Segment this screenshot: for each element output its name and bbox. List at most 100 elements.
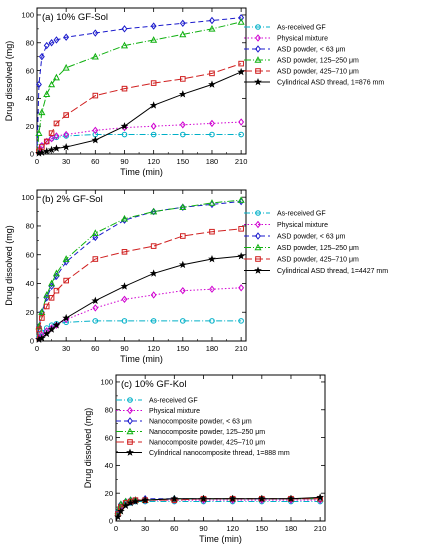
y-tick-label: 20 bbox=[26, 122, 34, 131]
data-point bbox=[150, 122, 157, 130]
data-point bbox=[150, 80, 157, 86]
data-point bbox=[48, 130, 55, 136]
series-4 bbox=[35, 196, 245, 342]
data-point bbox=[131, 497, 140, 505]
legend-entry-4: Nanocomposite powder, 125–250 μm bbox=[116, 427, 265, 436]
y-tick-label: 20 bbox=[105, 489, 113, 498]
data-point bbox=[39, 315, 45, 321]
legend-entry-6: Cylindrical ASD thread, 1=876 mm bbox=[244, 77, 384, 87]
legend-marker bbox=[127, 417, 133, 425]
data-point bbox=[178, 90, 187, 98]
data-point bbox=[36, 80, 42, 89]
data-point bbox=[150, 131, 157, 138]
data-point bbox=[126, 498, 135, 507]
x-tick-label: 180 bbox=[206, 157, 219, 166]
data-point bbox=[38, 108, 46, 116]
y-tick-label: 0 bbox=[109, 517, 113, 526]
x-tick-label: 180 bbox=[285, 524, 298, 533]
data-point bbox=[53, 132, 60, 140]
legend-label: ASD powder, 425–710 μm bbox=[277, 69, 359, 76]
y-tick-label: 60 bbox=[26, 250, 34, 259]
x-tick-label: 90 bbox=[120, 344, 128, 353]
data-point bbox=[238, 284, 245, 292]
legend-entry-4: ASD powder, 125–250 μm bbox=[244, 243, 359, 252]
legend-label: Physical mixture bbox=[277, 36, 328, 43]
legend-marker bbox=[255, 210, 261, 216]
x-tick-label: 150 bbox=[256, 524, 269, 533]
x-tick-label: 0 bbox=[35, 344, 39, 353]
legend-marker bbox=[254, 266, 262, 274]
data-point bbox=[150, 207, 158, 215]
data-point bbox=[180, 76, 186, 82]
data-point bbox=[62, 255, 70, 262]
legend-marker bbox=[254, 77, 262, 86]
series-5 bbox=[36, 226, 244, 342]
data-point bbox=[149, 269, 158, 277]
data-point bbox=[63, 277, 69, 284]
data-point bbox=[141, 496, 150, 504]
legend-entry-1: As-received GF bbox=[244, 24, 326, 32]
series-line bbox=[36, 121, 242, 155]
data-point bbox=[53, 120, 60, 127]
data-point bbox=[42, 329, 51, 338]
series-6 bbox=[35, 252, 245, 343]
legend-label: ASD powder, < 63 μm bbox=[277, 234, 346, 241]
data-point bbox=[62, 313, 71, 322]
legend-entry-2: Physical mixture bbox=[116, 406, 200, 415]
legend-entry-1: As-received GF bbox=[116, 397, 198, 405]
legend-label: Physical mixture bbox=[277, 222, 328, 229]
data-point bbox=[179, 203, 187, 211]
panel-title: (b) 2% GF-Sol bbox=[42, 194, 103, 205]
y-tick-label: 60 bbox=[26, 66, 34, 75]
data-point bbox=[209, 285, 215, 293]
data-point bbox=[238, 118, 245, 126]
y-tick-label: 40 bbox=[105, 461, 113, 470]
data-point bbox=[52, 321, 61, 329]
y-tick-label: 80 bbox=[26, 222, 34, 231]
legend-label: ASD powder, < 63 μm bbox=[277, 47, 346, 54]
x-axis-title: Time (min) bbox=[120, 354, 163, 364]
data-point bbox=[121, 318, 128, 324]
data-point bbox=[48, 295, 55, 301]
data-point bbox=[92, 29, 99, 37]
legend-marker bbox=[127, 406, 133, 415]
legend-label: Cylindrical nanocomposite thread, 1=888 … bbox=[149, 450, 290, 457]
data-point bbox=[178, 260, 187, 269]
y-axis-title: Drug dissolved (mg) bbox=[4, 225, 14, 306]
data-point bbox=[53, 287, 60, 294]
x-tick-label: 120 bbox=[147, 157, 160, 166]
legend-marker bbox=[254, 243, 262, 251]
legend-marker bbox=[126, 427, 134, 435]
series-4 bbox=[35, 18, 245, 155]
data-point bbox=[92, 126, 99, 135]
data-point bbox=[121, 25, 128, 33]
data-point bbox=[179, 286, 186, 295]
data-point bbox=[209, 318, 215, 324]
data-point bbox=[62, 142, 71, 151]
legend-entry-2: Physical mixture bbox=[244, 34, 328, 43]
data-point bbox=[199, 494, 208, 503]
y-tick-label: 0 bbox=[30, 150, 34, 159]
data-point bbox=[237, 18, 245, 25]
x-tick-label: 30 bbox=[62, 344, 70, 353]
legend-marker bbox=[127, 439, 133, 445]
data-point bbox=[237, 196, 245, 203]
data-point bbox=[179, 30, 187, 38]
data-point bbox=[179, 19, 186, 27]
data-point bbox=[228, 494, 237, 503]
legend-entry-5: ASD powder, 425–710 μm bbox=[244, 68, 359, 76]
data-point bbox=[92, 233, 99, 242]
data-point bbox=[238, 318, 244, 324]
x-tick-label: 0 bbox=[35, 157, 39, 166]
data-point bbox=[117, 507, 125, 515]
x-tick-label: 60 bbox=[91, 157, 99, 166]
data-point bbox=[53, 36, 60, 44]
data-point bbox=[35, 129, 43, 136]
legend-label: Nanocomposite powder, 125–250 μm bbox=[149, 429, 265, 436]
chart-panel-1: 0 30 60 90 120 150 180 210 0 20 40 60 80 100 Time (min… bbox=[4, 7, 384, 177]
data-point bbox=[238, 131, 244, 138]
data-point bbox=[47, 145, 56, 154]
data-point bbox=[180, 233, 186, 239]
x-tick-label: 150 bbox=[177, 344, 190, 353]
